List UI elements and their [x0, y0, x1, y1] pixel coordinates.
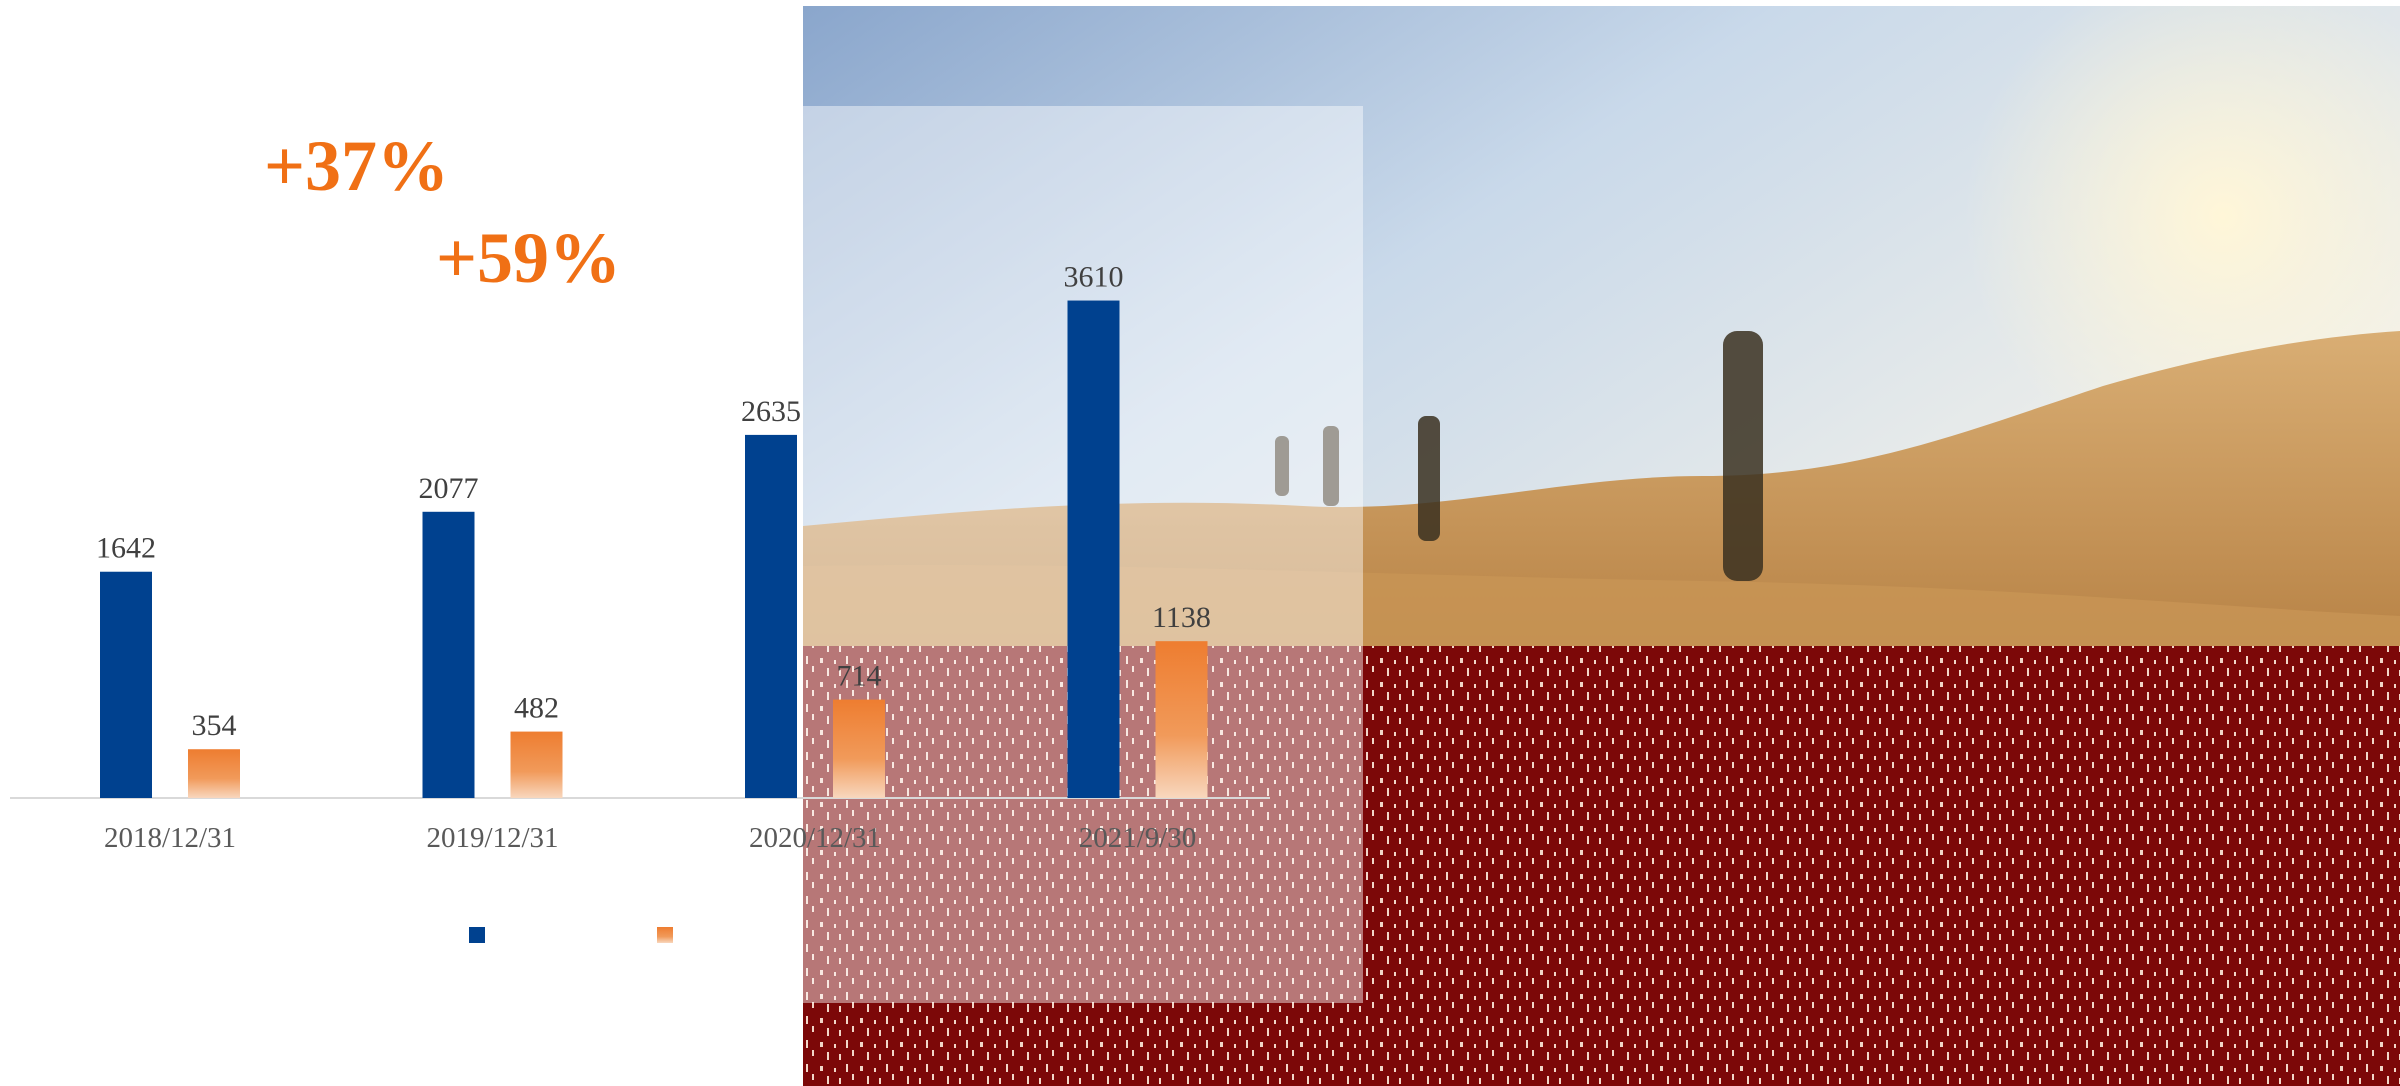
background-photo [803, 6, 2400, 1086]
bar-series-1-1 [510, 731, 563, 798]
x-tick-label-1: 2019/12/31 [426, 822, 558, 854]
bar-series-1-2 [833, 699, 885, 798]
bar-series-0-3 [1067, 300, 1120, 798]
legend [469, 927, 673, 943]
bar-series-0-1 [422, 511, 475, 798]
value-label-series-0-3: 3610 [1064, 261, 1124, 294]
value-label-series-1-1: 482 [514, 692, 559, 725]
bars-layer [100, 300, 1208, 798]
growth-label-total: +37% [264, 126, 450, 206]
x-tick-label-2: 2020/12/31 [749, 822, 881, 854]
value-label-series-1-3: 1138 [1152, 601, 1211, 634]
value-label-series-1-2: 714 [837, 660, 882, 693]
x-tick-label-0: 2018/12/31 [104, 822, 236, 854]
legend-swatch-series-total [469, 927, 485, 943]
desert-hikers-photo [803, 6, 2400, 1086]
legend-swatch-series-second [657, 927, 673, 943]
value-label-series-1-0: 354 [192, 709, 237, 742]
value-label-series-0-1: 2077 [419, 472, 479, 505]
tick-labels-layer: 2018/12/31 2019/12/31 2020/12/31 2021/9/30 [104, 822, 1196, 854]
bar-series-0-2 [745, 434, 797, 798]
value-label-series-0-2: 2635 [741, 395, 801, 428]
bar-series-1-0 [188, 749, 240, 798]
bar-series-0-0 [100, 571, 152, 798]
x-tick-label-3: 2021/9/30 [1079, 822, 1197, 854]
bar-series-1-3 [1155, 641, 1208, 798]
value-label-series-0-0: 1642 [96, 532, 156, 565]
value-labels-layer: 1642 354 2077 482 2635 714 3610 1138 [96, 261, 1211, 743]
growth-label-second: +59% [436, 218, 622, 298]
